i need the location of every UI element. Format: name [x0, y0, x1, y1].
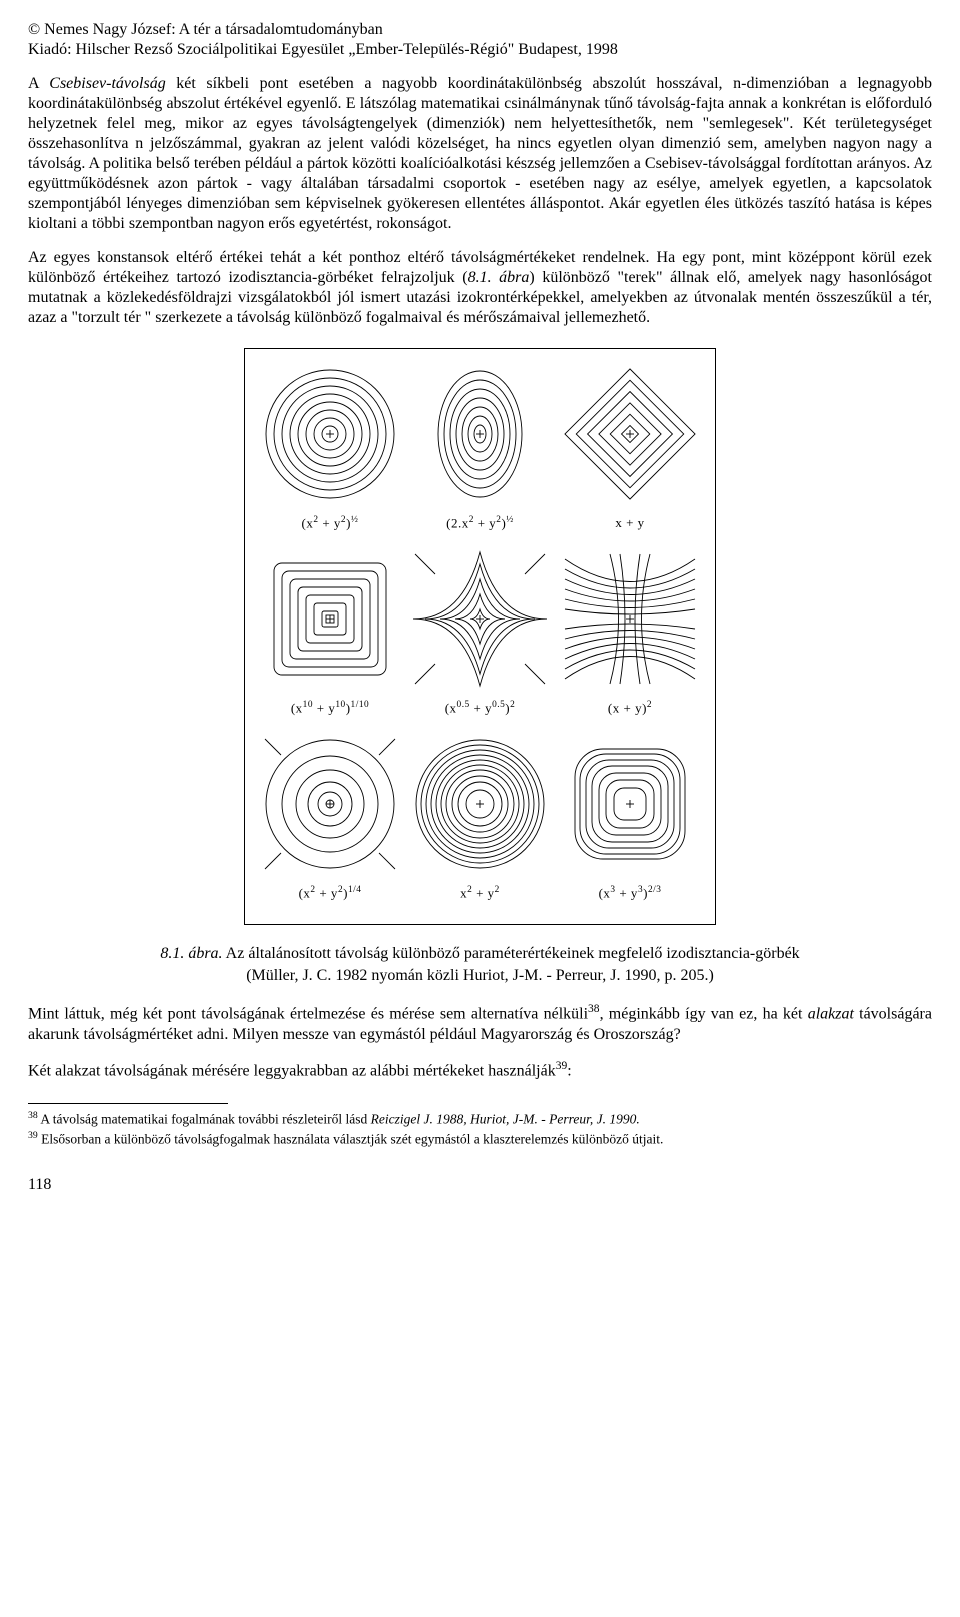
label-2: (2.x2 + y2)½	[446, 515, 514, 532]
paragraph-4: Két alakzat távolságának mérésére leggya…	[28, 1059, 932, 1081]
fn38-num: 38	[28, 1110, 38, 1121]
fn38-a: A távolság matematikai fogalmának tovább…	[38, 1111, 371, 1126]
footnote-38: 38 A távolság matematikai fogalmának tov…	[28, 1110, 932, 1128]
p1-c: két síkbeli pont esetében a nagyobb koor…	[28, 75, 932, 232]
label-9: (x3 + y3)2/3	[599, 885, 662, 902]
header-copyright: © Nemes Nagy József: A tér a társadalomt…	[28, 20, 932, 40]
cell-5: (x0.5 + y0.5)2	[405, 544, 555, 729]
figure-caption: 8.1. ábra. Az általánosított távolság kü…	[28, 943, 932, 986]
figure-8-1: (x2 + y2)½ (2.x2 + y2)½	[28, 348, 932, 925]
p3-a: Mint láttuk, még két pont távolságának é…	[28, 1006, 588, 1023]
footnote-separator	[28, 1103, 228, 1104]
figure-grid: (x2 + y2)½ (2.x2 + y2)½	[255, 359, 705, 914]
label-7: (x2 + y2)1/4	[299, 885, 362, 902]
label-4: (x10 + y10)1/10	[291, 700, 369, 717]
p1-b: Csebisev-távolság	[49, 75, 165, 92]
caption-c: (Müller, J. C. 1982 nyomán közli Huriot,…	[246, 967, 714, 984]
label-3: x + y	[615, 515, 644, 531]
cell-6: (x + y)2	[555, 544, 705, 729]
figure-box: (x2 + y2)½ (2.x2 + y2)½	[244, 348, 716, 925]
cell-7: (x2 + y2)1/4	[255, 729, 405, 914]
header-publisher: Kiadó: Hilscher Rezső Szociálpolitikai E…	[28, 40, 932, 60]
fn39-a: Elsősorban a különböző távolságfogalmak …	[38, 1132, 664, 1147]
p3-b: , méginkább így van ez, ha két	[600, 1006, 808, 1023]
cell-1: (x2 + y2)½	[255, 359, 405, 544]
p3-c: alakzat	[808, 1006, 854, 1023]
paragraph-2: Az egyes konstansok eltérő értékei tehát…	[28, 248, 932, 328]
fn39-num: 39	[28, 1130, 38, 1141]
sup-38: 38	[588, 1003, 600, 1015]
p4-b: :	[567, 1062, 571, 1079]
paragraph-1: A Csebisev-távolság két síkbeli pont ese…	[28, 74, 932, 234]
cell-3: x + y	[555, 359, 705, 544]
caption-a: 8.1. ábra.	[160, 945, 222, 962]
paragraph-3: Mint láttuk, még két pont távolságának é…	[28, 1002, 932, 1044]
label-1: (x2 + y2)½	[302, 515, 359, 532]
p1-a: A	[28, 75, 49, 92]
fn38-b: Reiczigel J. 1988, Huriot, J-M. - Perreu…	[371, 1111, 640, 1126]
footnote-39: 39 Elsősorban a különböző távolságfogalm…	[28, 1130, 932, 1148]
p4-a: Két alakzat távolságának mérésére leggya…	[28, 1062, 556, 1079]
cell-4: (x10 + y10)1/10	[255, 544, 405, 729]
cell-8: x2 + y2	[405, 729, 555, 914]
label-8: x2 + y2	[460, 885, 500, 902]
p2-b: 8.1. ábra	[468, 269, 530, 286]
sup-39: 39	[556, 1060, 568, 1072]
label-6: (x + y)2	[608, 700, 652, 717]
caption-b: Az általánosított távolság különböző par…	[223, 945, 800, 962]
page-number: 118	[28, 1175, 932, 1195]
cell-2: (2.x2 + y2)½	[405, 359, 555, 544]
cell-9: (x3 + y3)2/3	[555, 729, 705, 914]
label-5: (x0.5 + y0.5)2	[445, 700, 516, 717]
